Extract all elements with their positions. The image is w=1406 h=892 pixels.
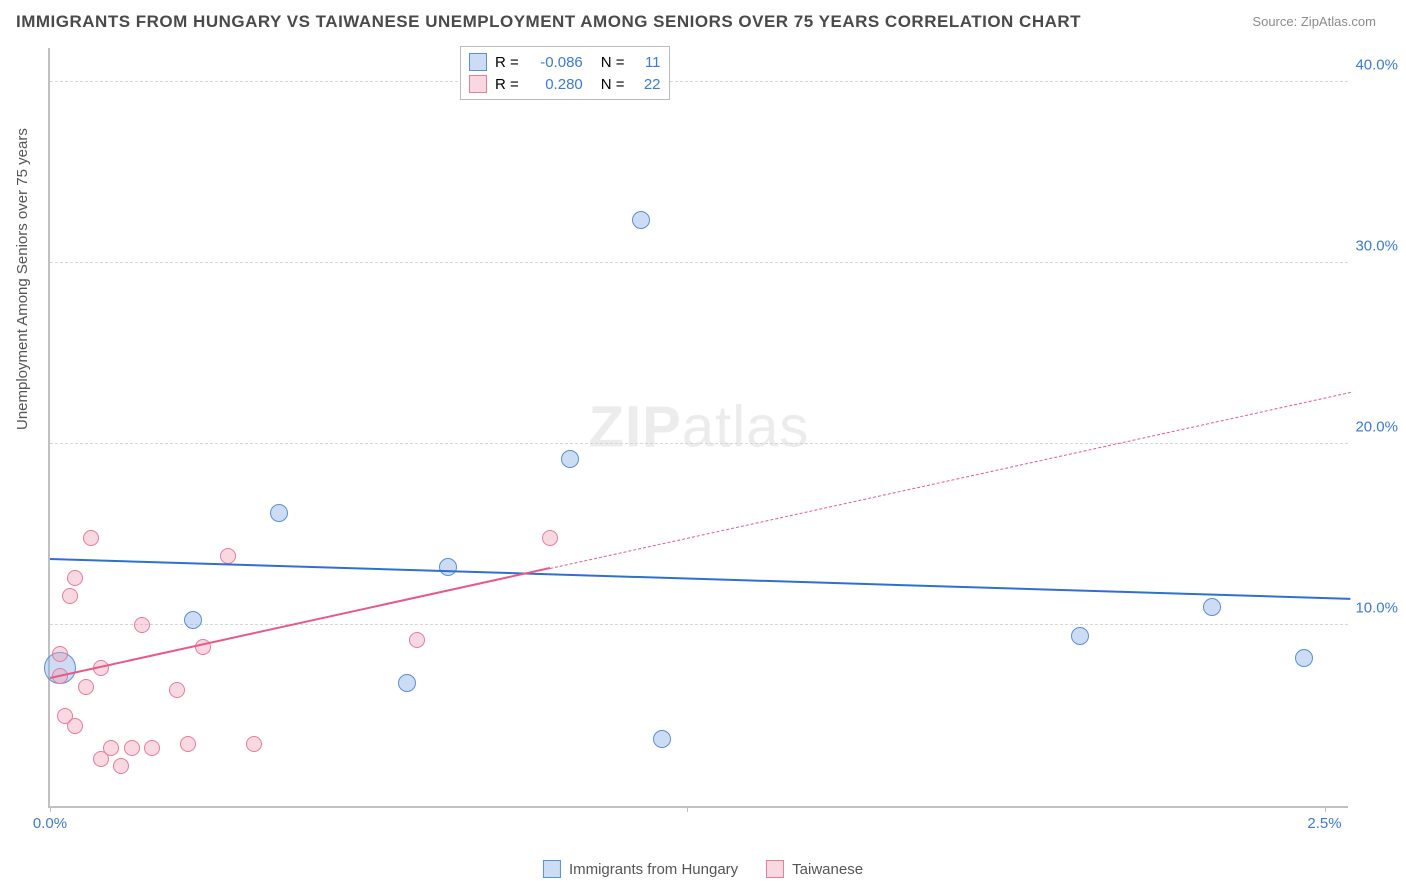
scatter-point [180,736,196,752]
scatter-point [78,679,94,695]
legend-item: Taiwanese [766,860,863,878]
x-tick-mark [687,806,688,812]
gridline [50,624,1348,625]
regression-line [549,392,1350,569]
y-tick-label: 10.0% [1355,600,1398,617]
scatter-point [103,740,119,756]
y-tick-label: 20.0% [1355,419,1398,436]
scatter-point [409,632,425,648]
scatter-point [83,530,99,546]
legend-label: Taiwanese [792,861,863,878]
scatter-point [270,504,288,522]
x-tick-label: 0.0% [33,815,67,832]
scatter-point [398,674,416,692]
y-axis-label: Unemployment Among Seniors over 75 years [14,128,31,430]
legend-n-label: N = [601,76,625,93]
gridline [50,262,1348,263]
legend-row: R = -0.086 N = 11 [469,51,661,73]
x-tick-mark [1325,806,1326,812]
legend-item: Immigrants from Hungary [543,860,738,878]
scatter-point [144,740,160,756]
scatter-point [134,617,150,633]
scatter-point [220,548,236,564]
y-tick-label: 30.0% [1355,238,1398,255]
scatter-point [632,211,650,229]
scatter-point [169,682,185,698]
bottom-legend: Immigrants from Hungary Taiwanese [543,860,863,878]
scatter-point [62,588,78,604]
gridline [50,81,1348,82]
scatter-point [67,718,83,734]
legend-n-value: 22 [633,76,661,93]
legend-n-value: 11 [633,54,661,71]
regression-line [50,558,1350,600]
scatter-point [439,558,457,576]
scatter-point [1203,598,1221,616]
scatter-point [653,730,671,748]
legend-r-label: R = [495,76,519,93]
correlation-legend: R = -0.086 N = 11 R = 0.280 N = 22 [460,46,670,100]
legend-r-value: -0.086 [527,54,583,71]
chart-title: IMMIGRANTS FROM HUNGARY VS TAIWANESE UNE… [0,0,1406,32]
scatter-point [246,736,262,752]
scatter-point [184,611,202,629]
scatter-point [1295,649,1313,667]
legend-swatch [543,860,561,878]
scatter-point [52,646,68,662]
legend-swatch [766,860,784,878]
x-tick-label: 2.5% [1307,815,1341,832]
legend-r-value: 0.280 [527,76,583,93]
y-tick-label: 40.0% [1355,57,1398,74]
watermark-zip: ZIP [589,395,682,460]
scatter-point [542,530,558,546]
legend-row: R = 0.280 N = 22 [469,73,661,95]
scatter-point [67,570,83,586]
x-tick-mark [50,806,51,812]
scatter-point [561,450,579,468]
watermark-atlas: atlas [682,395,810,460]
plot-area: ZIPatlas 10.0%20.0%30.0%40.0%0.0%2.5% [48,48,1348,808]
scatter-point [1071,627,1089,645]
watermark: ZIPatlas [589,394,810,461]
legend-n-label: N = [601,54,625,71]
scatter-point [113,758,129,774]
legend-label: Immigrants from Hungary [569,861,738,878]
source-label: Source: [1252,14,1297,29]
legend-r-label: R = [495,54,519,71]
gridline [50,443,1348,444]
legend-swatch [469,53,487,71]
scatter-point [124,740,140,756]
source-site: ZipAtlas.com [1301,14,1376,29]
source-attribution: Source: ZipAtlas.com [1252,14,1376,29]
legend-swatch [469,75,487,93]
